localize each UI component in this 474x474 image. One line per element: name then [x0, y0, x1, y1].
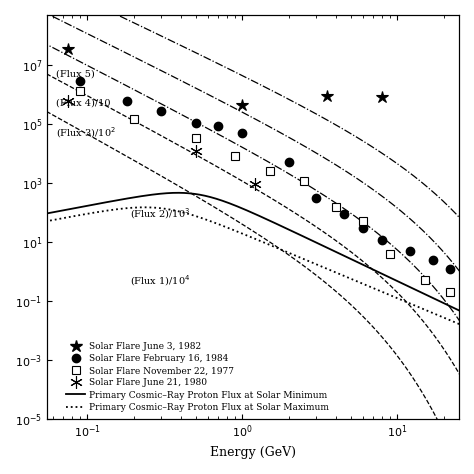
Text: (Flux 5): (Flux 5): [56, 70, 95, 79]
Legend: Solar Flare June 3, 1982, Solar Flare February 16, 1984, Solar Flare November 22: Solar Flare June 3, 1982, Solar Flare Fe…: [64, 339, 332, 414]
Text: (Flux 4)/10: (Flux 4)/10: [56, 99, 110, 108]
Text: (Flux 3)/10$^2$: (Flux 3)/10$^2$: [56, 126, 116, 140]
X-axis label: Energy (GeV): Energy (GeV): [210, 446, 296, 459]
Text: (Flux 1)/10$^4$: (Flux 1)/10$^4$: [130, 273, 191, 288]
Text: (Flux 2)/10$^3$: (Flux 2)/10$^3$: [130, 207, 191, 221]
